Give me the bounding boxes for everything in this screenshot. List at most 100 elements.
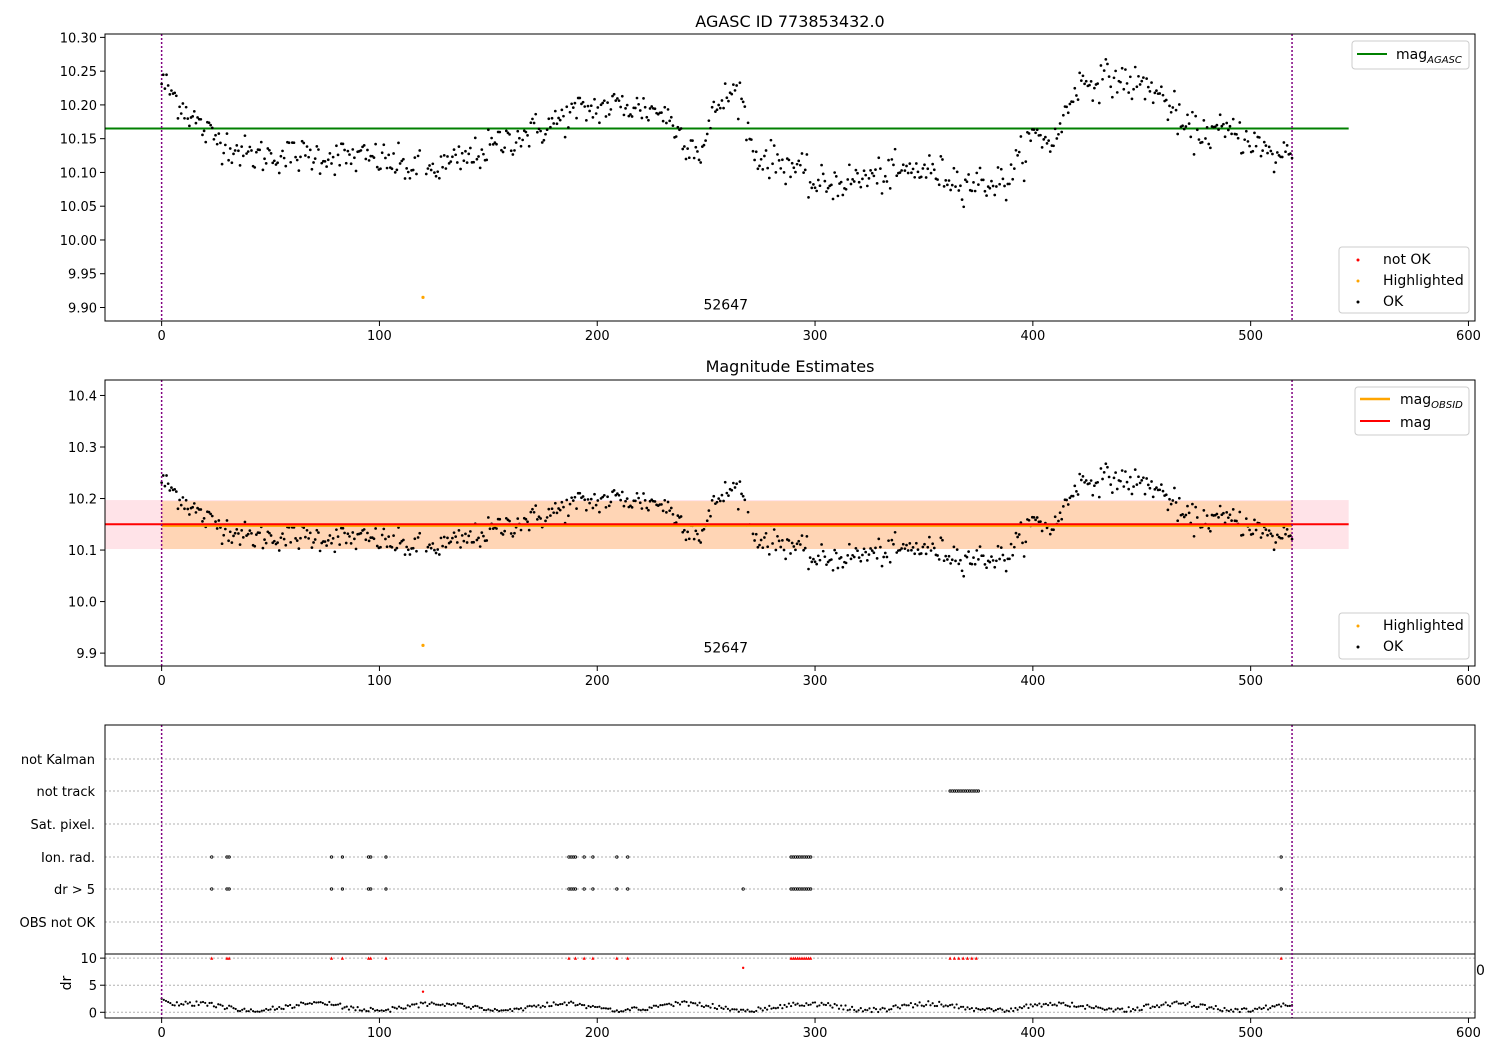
data-point-ok <box>467 152 471 156</box>
data-point-ok <box>335 528 338 532</box>
dr-point <box>707 1004 710 1008</box>
dr-point <box>278 1005 281 1009</box>
dr-point <box>979 1008 982 1011</box>
flag-point <box>1279 887 1283 891</box>
data-point-ok <box>911 546 915 549</box>
dr-point <box>1264 1004 1268 1007</box>
data-point-ok <box>335 144 338 148</box>
dr-point <box>217 1003 220 1006</box>
dr-point <box>201 1000 205 1004</box>
data-point-ok <box>230 541 234 545</box>
dr-point <box>1142 1004 1146 1008</box>
panel2-highlighted <box>105 380 1349 666</box>
data-point-ok <box>732 83 735 86</box>
data-point-ok <box>604 115 608 118</box>
data-point-ok <box>764 531 768 535</box>
data-point-ok <box>704 139 707 142</box>
data-point-ok <box>718 499 722 503</box>
data-point-ok <box>928 535 931 539</box>
dr-point <box>443 1004 446 1008</box>
data-point-ok <box>325 165 328 168</box>
dr-point <box>341 1007 344 1010</box>
data-point-ok <box>805 153 809 156</box>
data-point-ok <box>1241 533 1245 537</box>
data-point-ok <box>754 150 758 154</box>
data-point-ok <box>898 548 902 552</box>
data-point-highlighted <box>421 643 425 647</box>
data-point-ok <box>1044 135 1047 139</box>
data-point-ok <box>666 500 670 504</box>
data-point-ok <box>616 492 619 495</box>
data-point-ok <box>222 533 226 537</box>
data-point-ok <box>892 163 895 167</box>
data-point-ok <box>699 161 703 164</box>
dr-point <box>1033 1003 1037 1006</box>
data-point-ok <box>867 176 871 180</box>
data-point-ok <box>402 157 405 161</box>
data-point-ok <box>1186 113 1189 117</box>
data-point-ok <box>727 99 730 103</box>
dr-point <box>182 1003 185 1006</box>
data-point-ok <box>684 157 688 161</box>
data-point-ok <box>942 185 946 188</box>
data-point-ok <box>181 102 185 105</box>
data-point-ok <box>287 141 291 145</box>
data-point-ok <box>602 99 606 103</box>
data-point-ok <box>210 514 214 518</box>
data-point-ok <box>663 498 667 502</box>
dr-point <box>994 1008 997 1012</box>
data-point-ok <box>813 560 817 564</box>
dr-point <box>1208 1006 1211 1009</box>
data-point-ok <box>1254 144 1258 148</box>
data-point-ok <box>901 542 905 546</box>
data-point-ok <box>601 101 605 105</box>
data-point-ok <box>1017 150 1021 154</box>
data-point-ok <box>258 148 261 152</box>
data-point-ok <box>204 140 208 144</box>
data-point-ok <box>805 534 809 538</box>
data-point-ok <box>1223 135 1227 139</box>
data-point-ok <box>663 105 667 109</box>
dr-point <box>1245 1007 1248 1010</box>
dr-point <box>641 1008 645 1011</box>
data-point-ok <box>521 138 524 142</box>
dr-point <box>310 1002 314 1005</box>
data-point-ok <box>606 101 609 104</box>
dr-point <box>1036 1004 1039 1007</box>
dr-point <box>733 1008 736 1011</box>
dr-point <box>519 1007 523 1010</box>
dr-point <box>1214 1004 1217 1008</box>
dr-point <box>1251 1009 1254 1012</box>
data-point-ok <box>924 176 928 179</box>
data-point-ok <box>1271 534 1274 538</box>
data-point-ok <box>223 527 227 531</box>
data-point-ok <box>1284 532 1287 536</box>
data-point-ok <box>1275 151 1279 154</box>
data-point-ok <box>392 534 395 537</box>
data-point-ok <box>637 496 640 500</box>
dr-point <box>384 1009 388 1012</box>
data-point-ok <box>238 163 242 167</box>
data-point-ok <box>998 557 1001 561</box>
dr-point <box>1088 1005 1091 1008</box>
data-point-ok <box>253 544 257 548</box>
dr-point <box>413 1003 416 1006</box>
dr-point <box>1162 1003 1165 1006</box>
data-point-ok <box>803 546 807 550</box>
data-point-ok <box>937 183 941 187</box>
dr-point <box>637 1008 640 1011</box>
data-point-ok <box>720 99 724 102</box>
data-point-ok <box>803 168 807 172</box>
data-point-ok <box>988 186 992 190</box>
data-point-ok <box>614 99 618 102</box>
data-point-ok <box>725 96 729 100</box>
data-point-ok <box>1195 128 1199 132</box>
data-point-ok <box>1124 68 1127 71</box>
data-point-ok <box>869 168 872 172</box>
data-point-ok <box>593 492 596 496</box>
data-point-ok <box>202 516 206 520</box>
data-point-ok <box>243 520 247 524</box>
data-point-ok <box>890 538 894 542</box>
data-point-ok <box>475 538 479 542</box>
data-point-ok <box>1104 462 1108 466</box>
